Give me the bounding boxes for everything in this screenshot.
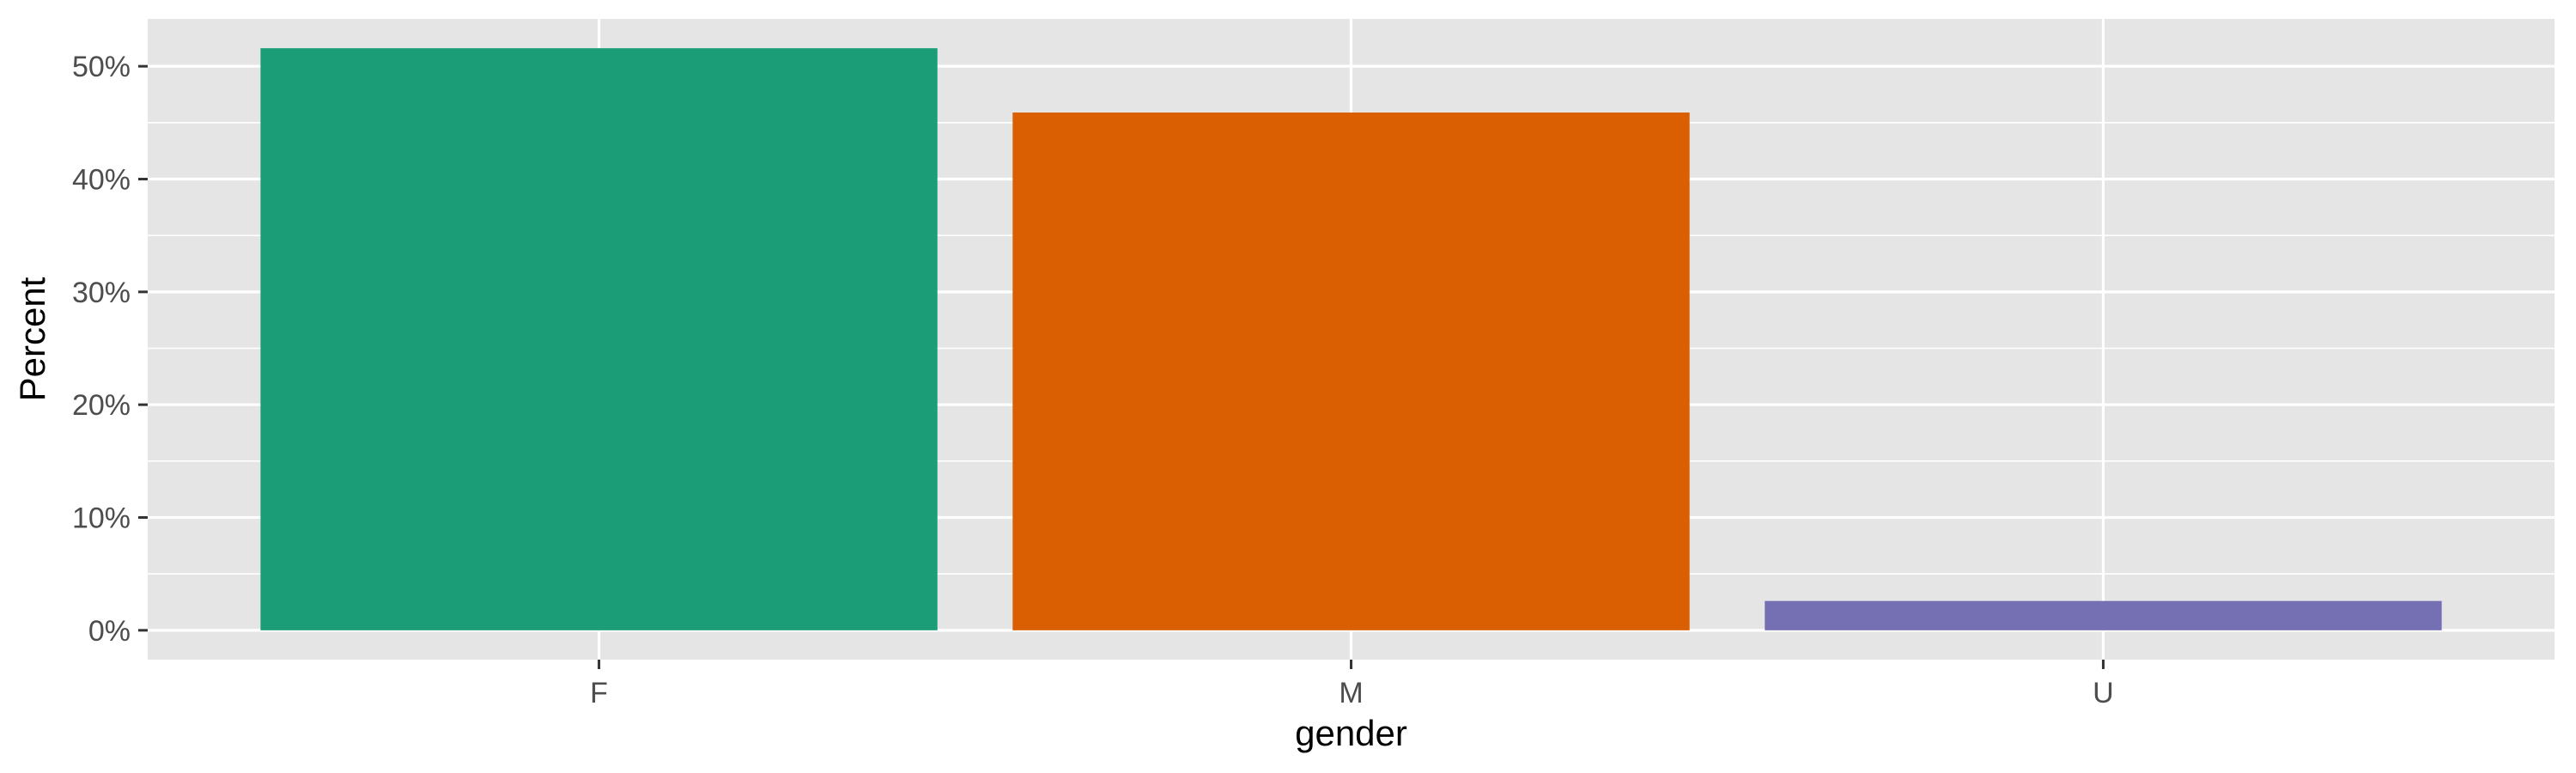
x-tick-label: M — [1339, 677, 1363, 709]
y-tick-label: 30% — [72, 277, 131, 309]
y-tick-label: 40% — [72, 164, 131, 197]
y-tick-label: 20% — [72, 389, 131, 422]
bar-F — [260, 48, 938, 630]
y-axis: 0% 10% 20% 30% 40% 50% — [72, 51, 148, 648]
y-axis-title: Percent — [12, 277, 52, 401]
y-tick-label: 0% — [88, 615, 131, 648]
y-tick-label: 50% — [72, 51, 131, 83]
bar-U — [1765, 600, 2442, 630]
bar-M — [1012, 113, 1690, 630]
y-tick-label: 10% — [72, 502, 131, 535]
x-tick-label: F — [590, 677, 608, 709]
x-axis-title: gender — [1295, 713, 1407, 753]
x-tick-label: U — [2093, 677, 2114, 709]
bars — [260, 48, 2442, 630]
